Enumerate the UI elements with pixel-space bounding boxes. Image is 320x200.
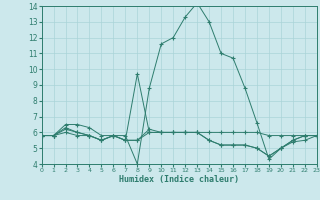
- X-axis label: Humidex (Indice chaleur): Humidex (Indice chaleur): [119, 175, 239, 184]
